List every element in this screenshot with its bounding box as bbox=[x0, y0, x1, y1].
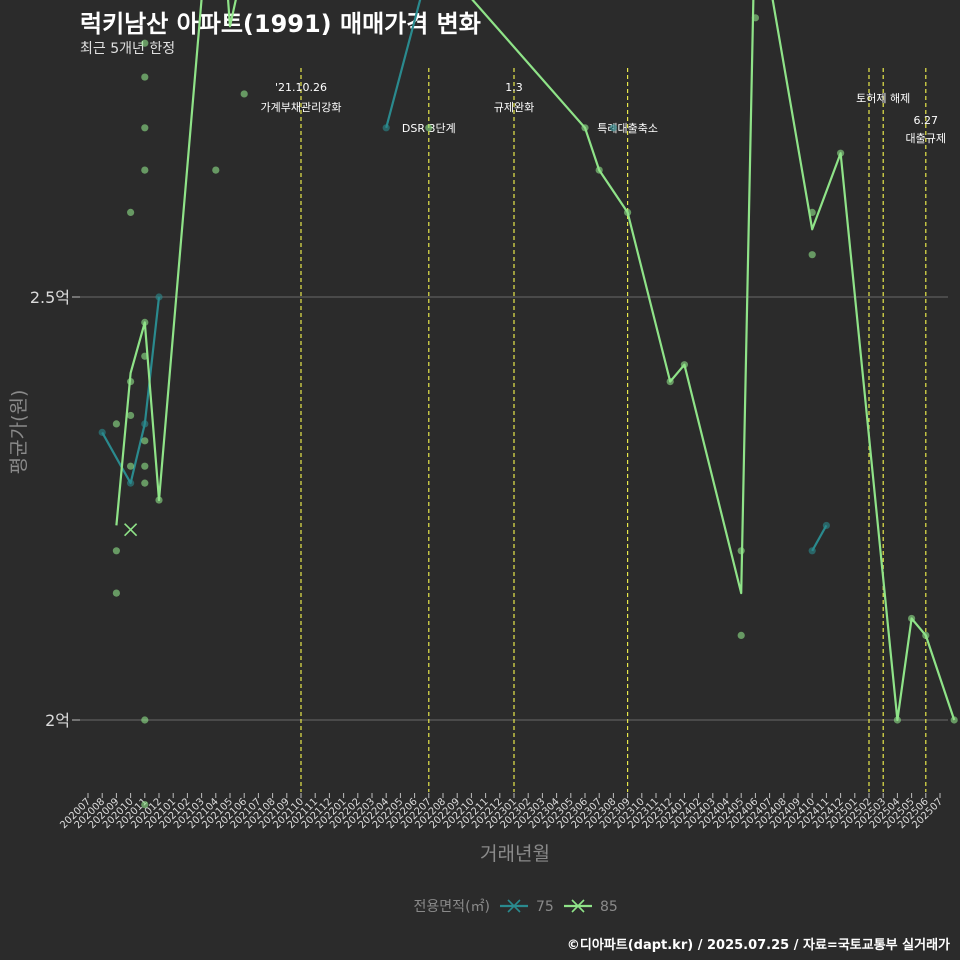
series-75-line bbox=[811, 524, 828, 552]
series-85-point bbox=[112, 420, 120, 428]
series-85-point bbox=[141, 462, 149, 470]
x-marker bbox=[124, 523, 138, 537]
event-annotation: 대출규제 bbox=[906, 132, 946, 145]
series-85-point bbox=[240, 90, 248, 98]
series-85-point bbox=[127, 411, 135, 420]
series-85-point bbox=[737, 631, 745, 640]
series-85-point bbox=[141, 73, 149, 81]
legend-85-label: 85 bbox=[600, 899, 618, 915]
legend-75-label: 75 bbox=[536, 899, 554, 915]
event-annotation: 토허제 해제 bbox=[856, 91, 910, 105]
series-75-line bbox=[385, 0, 422, 129]
y-axis-title: 평균가(원) bbox=[8, 390, 30, 475]
series-85-point bbox=[624, 208, 632, 216]
series-85-point bbox=[808, 208, 816, 216]
event-annotation: '21.10.26 bbox=[275, 81, 327, 94]
series-85-point bbox=[425, 124, 433, 132]
series-75-point bbox=[382, 124, 390, 132]
series-85-point bbox=[837, 149, 845, 157]
series-85-point bbox=[141, 801, 149, 809]
series-85-point bbox=[127, 462, 135, 470]
event-annotation: 특례대출축소 bbox=[597, 122, 658, 135]
series-85-point bbox=[893, 716, 902, 724]
series-85-point bbox=[141, 39, 149, 47]
series-85-point bbox=[680, 361, 689, 369]
series-85-point bbox=[922, 631, 930, 640]
series-75-point bbox=[808, 547, 816, 555]
source-caption: ©디아파트(dapt.kr) / 2025.07.25 / 자료=국토교통부 실… bbox=[566, 938, 950, 953]
series-75-point bbox=[141, 420, 149, 428]
series-85-point bbox=[141, 124, 149, 132]
series-85-point bbox=[141, 437, 149, 445]
series-85-point bbox=[112, 589, 120, 597]
legend-75-marker bbox=[507, 899, 521, 913]
series-75-line bbox=[101, 296, 161, 485]
event-annotation: 6.27 bbox=[914, 114, 939, 127]
series-85-point bbox=[127, 378, 135, 386]
legend-85-marker bbox=[571, 899, 585, 913]
series-85-point bbox=[141, 716, 149, 724]
series-85-point bbox=[141, 479, 149, 487]
series-85-point bbox=[155, 496, 163, 504]
series-85-point bbox=[808, 251, 816, 259]
y-tick-label: 2.5억 bbox=[30, 288, 70, 307]
event-annotation: 규제완화 bbox=[494, 101, 534, 114]
series-85-point bbox=[581, 124, 589, 132]
series-85-point bbox=[141, 352, 149, 360]
series-85-point bbox=[127, 208, 135, 216]
series-85-point bbox=[141, 166, 149, 174]
series-75-point bbox=[155, 293, 163, 301]
series-85-point bbox=[908, 614, 916, 623]
event-annotation: 가계부채관리강화 bbox=[261, 101, 342, 114]
x-axis-title: 거래년월 bbox=[480, 843, 550, 865]
series-85-point bbox=[141, 318, 149, 326]
series-85-point bbox=[737, 547, 745, 555]
series-75-point bbox=[609, 124, 618, 132]
chart-subtitle: 최근 5개년 한정 bbox=[80, 41, 176, 57]
series-75-point bbox=[98, 428, 106, 436]
series-85-point bbox=[595, 166, 603, 174]
series-85-point bbox=[751, 14, 760, 22]
series-85-point bbox=[666, 378, 674, 386]
event-annotation: 1.3 bbox=[505, 81, 523, 94]
y-tick-label: 2억 bbox=[45, 711, 70, 730]
series-75-point bbox=[822, 521, 831, 530]
series-85-point bbox=[112, 547, 120, 555]
series-85-point bbox=[212, 166, 220, 174]
series-85-point bbox=[950, 716, 958, 724]
series-75-point bbox=[127, 479, 135, 487]
legend-title: 전용면적(㎡) bbox=[414, 899, 490, 915]
series-85-line bbox=[115, 0, 956, 722]
